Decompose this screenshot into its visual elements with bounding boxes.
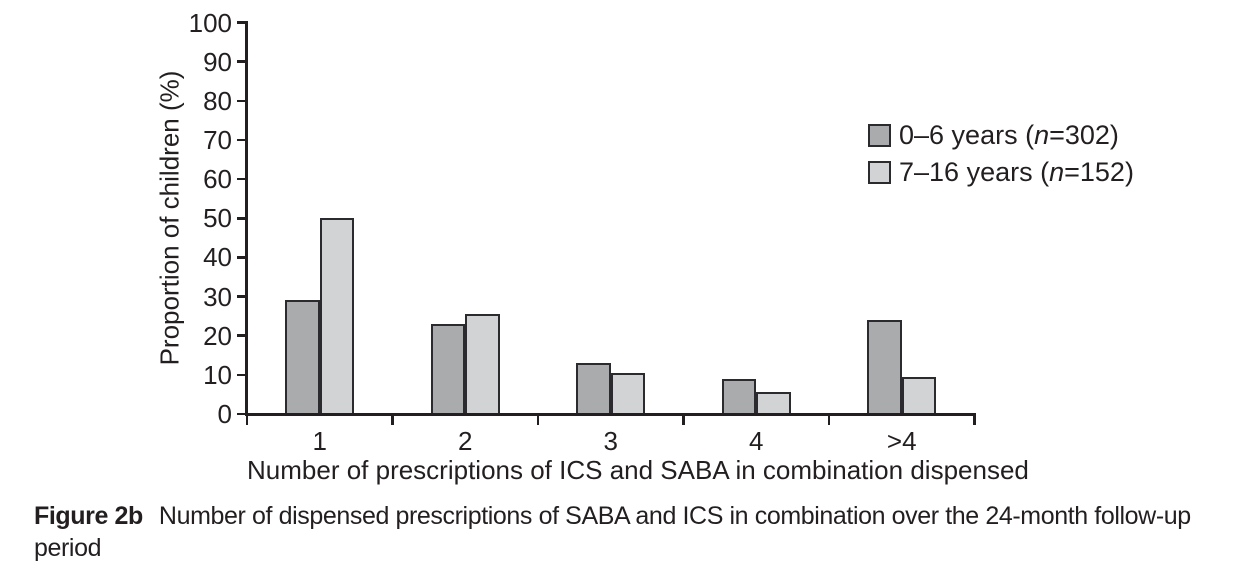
caption-line-1: Figure 2b Number of dispensed prescriptio…	[34, 502, 1191, 530]
legend-label-0-6-years: 0–6 years (n=302)	[899, 120, 1119, 150]
x-axis-category-label: 1	[312, 426, 327, 456]
legend-item-7-16-years: 7–16 years (n=152)	[868, 157, 1134, 187]
y-axis-tick-label: 90	[203, 46, 232, 77]
bar-age-0-6-x2	[430, 323, 466, 416]
y-axis-tick-label: 70	[203, 124, 232, 155]
y-axis-tick-label: 40	[203, 242, 232, 273]
bar-age-0-6-x1	[285, 300, 320, 416]
y-axis-tick-label: 100	[188, 7, 232, 38]
y-axis-tick	[237, 21, 247, 24]
bar-age-7-16-x3	[610, 372, 646, 416]
legend-swatch-light	[868, 160, 891, 184]
y-axis-tick	[237, 217, 247, 220]
bar-age-0-6-x>4	[867, 320, 902, 416]
caption-figure-number: Figure 2b	[34, 502, 143, 530]
y-axis-tick-label: 0	[217, 399, 232, 429]
figure-caption: Figure 2b Number of dispensed prescriptio…	[34, 500, 1219, 564]
x-axis-category-label: 4	[749, 426, 764, 456]
x-axis-tick	[391, 415, 394, 425]
y-axis-tick	[237, 99, 247, 103]
bar-age-7-16-x>4	[901, 376, 937, 416]
x-axis-category-label: 2	[458, 426, 473, 456]
caption-line-2: period	[34, 534, 102, 562]
y-axis-tick	[237, 256, 247, 259]
x-axis-tick	[682, 415, 685, 425]
bar-age-0-6-x3	[576, 363, 611, 416]
x-axis-line	[245, 413, 976, 416]
y-axis-tick	[237, 373, 247, 377]
legend-label-7-16-years: 7–16 years (n=152)	[899, 157, 1134, 187]
y-axis-tick	[237, 334, 247, 337]
y-axis-tick	[237, 60, 247, 63]
y-axis-tick	[237, 177, 247, 181]
x-axis-tick	[827, 415, 831, 425]
x-axis-title: Number of prescriptions of ICS and SABA …	[247, 455, 1029, 485]
legend-swatch-dark	[868, 123, 891, 147]
x-axis-category-label: >4	[886, 426, 917, 456]
y-axis-tick	[237, 295, 247, 298]
bar-age-7-16-x2	[465, 314, 500, 416]
y-axis-tick	[237, 138, 247, 142]
x-axis-category-label: 3	[603, 426, 618, 456]
y-axis-tick	[237, 412, 247, 416]
x-axis-tick	[536, 415, 540, 425]
x-axis-tick	[973, 415, 976, 425]
y-axis-tick-label: 60	[203, 164, 232, 195]
bar-age-0-6-x4	[721, 378, 757, 416]
x-axis-tick	[245, 415, 249, 425]
y-axis-tick-label: 10	[203, 359, 232, 390]
y-axis-tick-label: 20	[203, 320, 232, 351]
y-axis-tick-label: 50	[203, 203, 232, 234]
bar-age-7-16-x1	[319, 218, 355, 416]
y-axis-tick-label: 80	[203, 85, 232, 116]
legend-item-0-6-years: 0–6 years (n=302)	[868, 120, 1119, 150]
y-axis-tick-label: 30	[203, 281, 232, 312]
